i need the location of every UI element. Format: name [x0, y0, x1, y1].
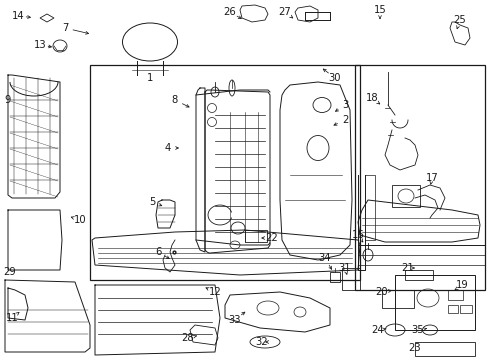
- Bar: [447, 290, 462, 300]
- Text: 19: 19: [455, 280, 468, 290]
- Text: 34: 34: [318, 253, 330, 263]
- Bar: [414, 342, 474, 356]
- Text: 3: 3: [341, 100, 347, 110]
- Text: 29: 29: [3, 267, 16, 277]
- Text: 12: 12: [208, 287, 221, 297]
- Text: 20: 20: [375, 287, 387, 297]
- Text: 16: 16: [351, 230, 364, 240]
- Text: 13: 13: [34, 40, 46, 50]
- Bar: [329, 272, 339, 282]
- Text: 33: 33: [228, 315, 241, 325]
- Text: 11: 11: [6, 313, 19, 323]
- Text: 22: 22: [265, 233, 278, 243]
- Text: 9: 9: [5, 95, 11, 105]
- Text: 7: 7: [61, 23, 68, 33]
- Text: 14: 14: [12, 11, 24, 21]
- Text: 2: 2: [341, 115, 347, 125]
- Text: 23: 23: [408, 343, 421, 353]
- Bar: [404, 270, 432, 280]
- Text: 25: 25: [453, 15, 466, 25]
- Text: 5: 5: [148, 197, 155, 207]
- Text: 26: 26: [223, 7, 236, 17]
- Text: 32: 32: [255, 337, 268, 347]
- Bar: [341, 268, 359, 290]
- Bar: [447, 305, 457, 313]
- Bar: [391, 185, 419, 207]
- Text: 10: 10: [74, 215, 86, 225]
- Bar: [244, 230, 266, 242]
- Bar: [459, 305, 471, 313]
- Bar: [354, 65, 484, 290]
- Text: 31: 31: [338, 263, 350, 273]
- Text: 21: 21: [401, 263, 413, 273]
- Text: 28: 28: [182, 333, 194, 343]
- Bar: [381, 290, 413, 308]
- Text: 18: 18: [365, 93, 378, 103]
- Text: 30: 30: [328, 73, 341, 83]
- Text: 6: 6: [155, 247, 161, 257]
- Text: 24: 24: [371, 325, 384, 335]
- Text: 4: 4: [164, 143, 171, 153]
- Bar: [90, 65, 359, 280]
- Text: 8: 8: [171, 95, 178, 105]
- Bar: [394, 275, 474, 330]
- Text: 1: 1: [146, 73, 153, 83]
- Text: 17: 17: [425, 173, 437, 183]
- Text: 27: 27: [278, 7, 291, 17]
- Text: 15: 15: [373, 5, 386, 15]
- Text: 35: 35: [411, 325, 424, 335]
